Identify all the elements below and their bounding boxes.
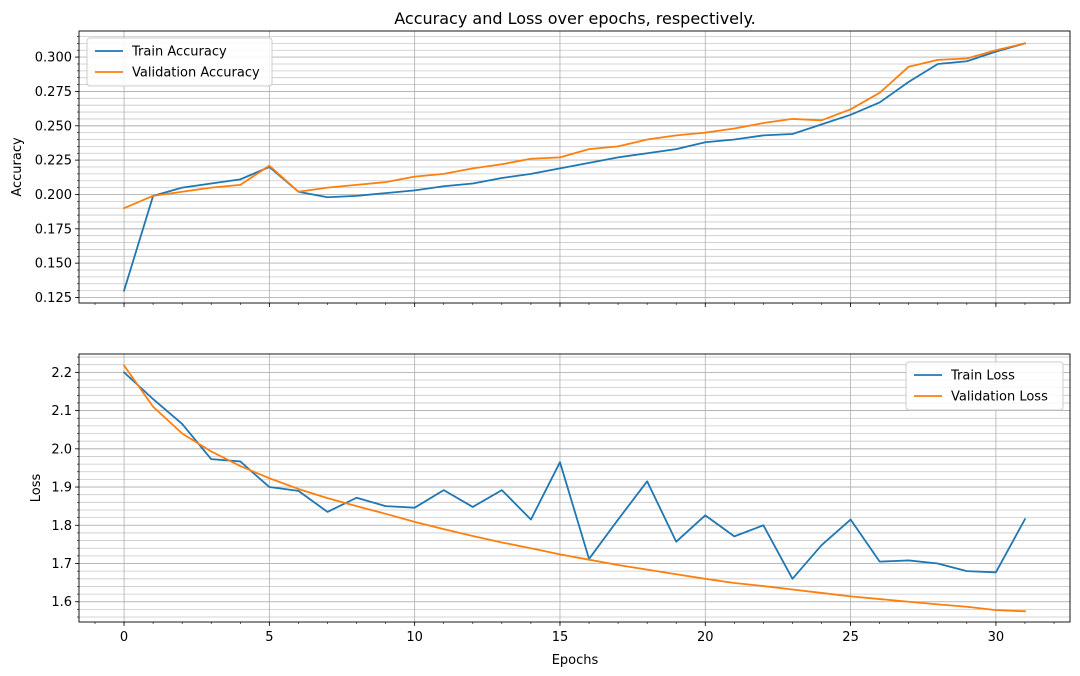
series-line-validation-accuracy [122,42,1027,210]
legend: Train Accuracy Validation Accuracy [86,37,273,87]
x-tick-label: 20 [697,630,714,645]
axes-frame [78,353,1071,623]
y-tick-label: 1.9 [51,481,72,496]
x-tick-label: 0 [120,630,128,645]
x-tick-label: 15 [552,630,569,645]
y-tick-label: 1.8 [51,519,72,534]
y-tick-label: 0.300 [35,51,72,66]
series-line-validation-loss [122,364,1026,613]
x-tick-label: 25 [842,630,859,645]
y-tick-label: 0.275 [35,85,72,100]
legend-box [905,361,1064,411]
y-tick-label: 1.6 [51,595,72,610]
legend-label: Train Accuracy [131,45,227,60]
x-tick-label: 30 [988,630,1005,645]
y-tick-label: 0.200 [35,188,72,203]
y-tick-label: 0.225 [35,154,72,169]
y-tick-label: 0.175 [35,222,72,237]
y-tick-label: 0.125 [35,291,72,306]
legend-box [86,37,273,87]
legend: Train Loss Validation Loss [905,361,1064,411]
y-axis-label: Accuracy [10,137,25,197]
y-tick-label: 0.250 [35,119,72,134]
y-tick-label: 0.150 [35,257,72,272]
legend-label: Validation Accuracy [132,66,260,81]
x-tick-label: 10 [406,630,423,645]
y-tick-label: 2.2 [51,366,72,381]
y-tick-label: 2.0 [51,442,72,457]
series-line-train-loss [122,371,1027,580]
y-axis-label: Loss [29,474,44,503]
figure-title: Accuracy and Loss over epochs, respectiv… [394,9,755,28]
loss-panel: 0 5 10 15 20 25 30 1.6 1.7 1.8 1.9 2.0 2.1 2.2 Loss Tra… [29,353,1071,645]
y-tick-label: 1.7 [51,557,72,572]
legend-label: Validation Loss [951,390,1048,405]
y-tick-label: 2.1 [51,404,72,419]
x-tick-label: 5 [265,630,273,645]
x-axis-label: Epochs [552,653,599,668]
accuracy-panel: 0.125 0.150 0.175 0.200 0.225 0.250 0.275 0.300… [10,30,1071,307]
legend-label: Train Loss [950,369,1015,384]
axes-frame [78,30,1071,304]
